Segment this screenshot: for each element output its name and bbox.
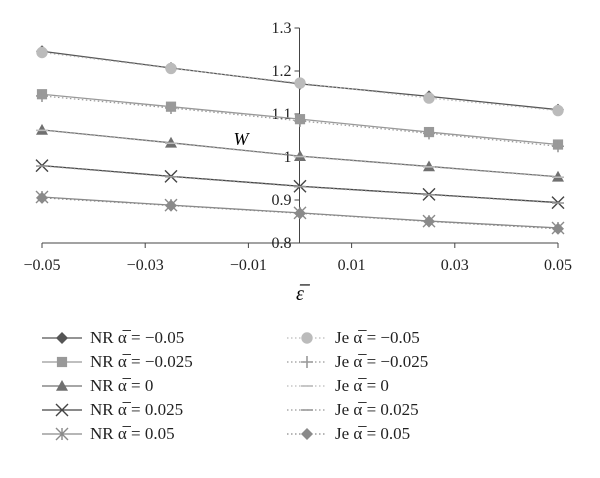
legend-swatch xyxy=(287,409,327,411)
legend-swatch xyxy=(287,428,327,440)
legend-swatch-marker xyxy=(301,356,313,368)
legend-label: NR α̅ = 0.025 xyxy=(90,400,184,419)
data-point-series-9 xyxy=(165,199,177,212)
y-tick-label: 1 xyxy=(284,149,292,166)
y-tick-label: 0.9 xyxy=(272,192,292,209)
x-tick-label: 0.05 xyxy=(544,257,572,274)
legend-item: NR α̅ = 0.025 xyxy=(40,398,183,422)
legend-swatch-marker xyxy=(301,332,313,344)
legend-swatch-marker xyxy=(301,428,313,440)
data-point-series-5 xyxy=(423,92,435,104)
data-point-series-2 xyxy=(36,123,48,135)
legend-item: NR α̅ = −0.025 xyxy=(40,350,193,374)
data-point-series-6 xyxy=(294,114,306,127)
legend-item: Je α̅ = 0.025 xyxy=(285,398,419,422)
chart-area: −0.05 −0.03 −0.01 0.01 0.03 0.05 0.8 0.9 1 1.1 1.2… xyxy=(23,20,572,305)
legend-item: Je α̅ = −0.025 xyxy=(285,350,428,374)
legend-swatch-marker xyxy=(56,380,68,391)
legend-label: NR α̅ = −0.025 xyxy=(90,352,193,371)
data-point-series-6 xyxy=(165,101,177,114)
legend-swatch xyxy=(42,427,82,441)
data-point-series-5 xyxy=(165,62,177,75)
legend-item: Je α̅ = 0 xyxy=(285,374,389,398)
data-point-series-6 xyxy=(552,140,564,153)
legend-swatch xyxy=(287,385,327,387)
legend-label: Je α̅ = 0.05 xyxy=(335,424,411,443)
legend-label: NR α̅ = −0.05 xyxy=(90,328,185,347)
data-point-series-9 xyxy=(552,222,564,235)
legend-swatch-marker xyxy=(56,332,68,344)
x-tick-label: 0.03 xyxy=(441,257,469,274)
data-point-series-5 xyxy=(36,46,48,59)
y-tick-label: 1.1 xyxy=(272,106,292,123)
legend-label: Je α̅ = −0.025 xyxy=(335,352,429,371)
legend-label: NR α̅ = 0 xyxy=(90,376,154,395)
x-tick-label: 0.01 xyxy=(338,257,366,274)
y-tick-label: 0.8 xyxy=(272,235,292,252)
data-point-series-9 xyxy=(294,207,306,220)
legend-item: Je α̅ = −0.05 xyxy=(285,326,420,350)
axes: −0.05 −0.03 −0.01 0.01 0.03 0.05 0.8 0.9 1 1.1 1.2… xyxy=(23,20,572,274)
y-tick-label: 1.2 xyxy=(272,63,292,80)
x-axis-label: ε̅ xyxy=(296,283,311,305)
data-point-series-5 xyxy=(294,77,306,89)
x-tick-label: −0.03 xyxy=(127,257,164,274)
legend-swatch xyxy=(42,356,82,368)
legend-swatch-marker xyxy=(55,427,69,441)
data-point-series-2 xyxy=(294,150,306,161)
data-point-series-6 xyxy=(423,127,435,140)
y-axis-label: W xyxy=(234,129,251,149)
data-point-series-5 xyxy=(552,104,564,117)
data-point-series-2 xyxy=(423,160,435,172)
x-tick-label: −0.05 xyxy=(23,257,60,274)
legend-item: NR α̅ = 0.05 xyxy=(40,422,175,446)
legend-swatch-marker xyxy=(56,356,68,368)
series-line-6 xyxy=(41,95,559,147)
legend-swatch xyxy=(287,356,327,368)
legend-swatch-marker xyxy=(55,403,69,417)
legend-item: NR α̅ = 0 xyxy=(40,374,153,398)
series-line-5 xyxy=(41,51,559,112)
legend-label: Je α̅ = 0.025 xyxy=(335,400,419,419)
data-point-series-2 xyxy=(552,170,564,182)
data-point-series-6 xyxy=(36,89,48,102)
legend-label: Je α̅ = 0 xyxy=(335,376,389,395)
data-point-series-9 xyxy=(423,215,435,228)
legend-label: Je α̅ = −0.05 xyxy=(335,328,420,347)
legend: NR α̅ = −0.05 NR α̅ = −0.025 NR α̅ = 0 NR α… xyxy=(40,326,600,476)
legend-swatch xyxy=(42,403,82,417)
series-markers xyxy=(35,45,565,235)
legend-item: NR α̅ = −0.05 xyxy=(40,326,184,350)
data-point-series-2 xyxy=(165,136,177,148)
legend-swatch xyxy=(42,380,82,391)
data-point-series-9 xyxy=(36,191,48,204)
x-tick-label: −0.01 xyxy=(230,257,267,274)
legend-label: NR α̅ = 0.05 xyxy=(90,424,175,443)
legend-swatch xyxy=(287,332,327,344)
legend-swatch xyxy=(42,332,82,344)
legend-item: Je α̅ = 0.05 xyxy=(285,422,410,446)
y-tick-label: 1.3 xyxy=(272,20,292,37)
